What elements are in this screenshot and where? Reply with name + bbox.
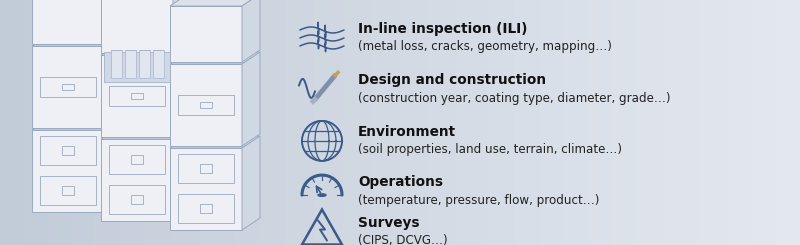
Text: (metal loss, cracks, geometry, mapping…): (metal loss, cracks, geometry, mapping…) xyxy=(358,40,612,53)
Bar xyxy=(139,50,150,78)
Bar xyxy=(62,186,74,195)
Text: Operations: Operations xyxy=(358,175,443,189)
Bar xyxy=(131,155,143,164)
Polygon shape xyxy=(170,148,242,230)
Polygon shape xyxy=(170,6,242,62)
Polygon shape xyxy=(32,46,104,128)
Polygon shape xyxy=(32,118,122,130)
Polygon shape xyxy=(104,0,122,44)
Text: (temperature, pressure, flow, product…): (temperature, pressure, flow, product…) xyxy=(358,194,599,207)
Polygon shape xyxy=(173,43,191,137)
Polygon shape xyxy=(173,127,191,221)
Bar xyxy=(125,50,136,78)
Polygon shape xyxy=(173,0,191,53)
Bar xyxy=(104,52,170,82)
Bar xyxy=(131,196,143,204)
Text: (construction year, coating type, diameter, grade…): (construction year, coating type, diamet… xyxy=(358,92,670,105)
Polygon shape xyxy=(32,0,104,44)
Bar xyxy=(131,93,143,99)
Polygon shape xyxy=(101,55,173,137)
Polygon shape xyxy=(101,43,191,55)
Bar xyxy=(200,204,212,213)
Circle shape xyxy=(318,194,326,196)
Polygon shape xyxy=(170,136,260,148)
Bar xyxy=(111,50,122,78)
Bar xyxy=(200,102,212,108)
Text: (CIPS, DCVG…): (CIPS, DCVG…) xyxy=(358,234,448,245)
Text: Surveys: Surveys xyxy=(358,216,419,230)
Text: Design and construction: Design and construction xyxy=(358,74,546,87)
Bar xyxy=(62,84,74,90)
Polygon shape xyxy=(104,34,122,128)
Text: (soil properties, land use, terrain, climate…): (soil properties, land use, terrain, cli… xyxy=(358,143,622,156)
Polygon shape xyxy=(32,130,104,212)
Polygon shape xyxy=(242,136,260,230)
Polygon shape xyxy=(104,118,122,212)
Polygon shape xyxy=(242,0,260,62)
Polygon shape xyxy=(101,127,191,139)
Polygon shape xyxy=(242,52,260,146)
Text: Environment: Environment xyxy=(358,125,456,139)
Polygon shape xyxy=(32,34,122,46)
Polygon shape xyxy=(101,139,173,221)
Polygon shape xyxy=(101,0,173,53)
Polygon shape xyxy=(170,52,260,64)
Bar xyxy=(200,164,212,172)
Polygon shape xyxy=(170,0,260,6)
Polygon shape xyxy=(170,64,242,146)
Bar xyxy=(153,50,164,78)
Bar xyxy=(62,147,74,155)
Text: In-line inspection (ILI): In-line inspection (ILI) xyxy=(358,22,527,36)
